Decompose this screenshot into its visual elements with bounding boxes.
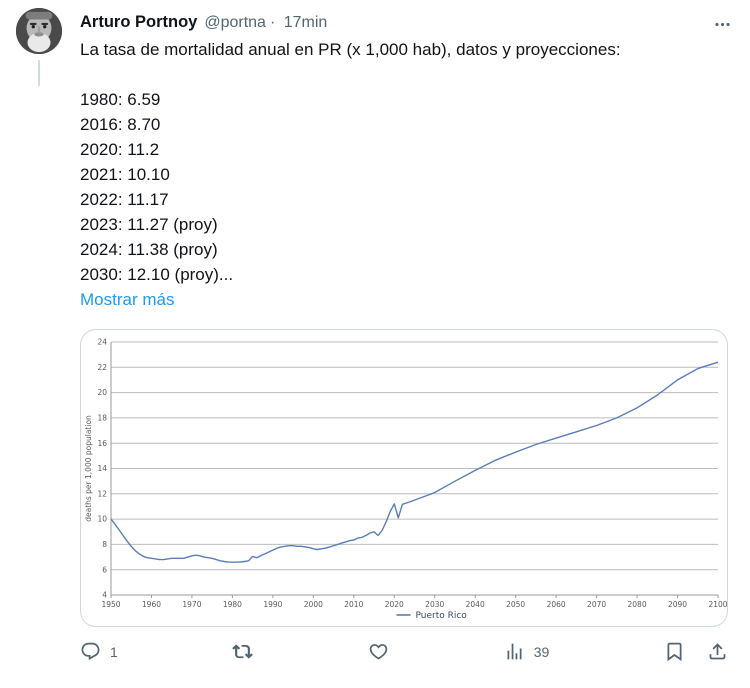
author-handle[interactable]: @portna: [204, 14, 266, 31]
tweet-data-line: 2023: 11.27 (proy): [80, 215, 218, 234]
timestamp[interactable]: 17min: [283, 14, 328, 31]
svg-text:4: 4: [102, 591, 107, 600]
like-icon: [369, 644, 388, 660]
svg-text:2030: 2030: [425, 600, 444, 609]
svg-text:1970: 1970: [182, 600, 201, 609]
views-button[interactable]: 39: [504, 641, 550, 662]
thread-line: [38, 60, 40, 86]
show-more-link[interactable]: Mostrar más: [80, 290, 175, 309]
tweet: Arturo Portnoy @portna · 17min La tasa de…: [16, 8, 730, 662]
svg-text:2100: 2100: [708, 600, 727, 609]
reply-count: 1: [110, 643, 118, 660]
retweet-button[interactable]: [232, 641, 254, 662]
tweet-header: Arturo Portnoy @portna · 17min: [80, 13, 730, 32]
svg-text:2070: 2070: [587, 600, 606, 609]
share-button[interactable]: [707, 641, 728, 662]
tweet-data-line: 2022: 11.17: [80, 190, 169, 209]
reply-icon: [81, 642, 100, 660]
svg-text:18: 18: [97, 414, 107, 423]
svg-text:2060: 2060: [547, 600, 566, 609]
share-icon: [709, 643, 726, 660]
views-count: 39: [533, 643, 550, 660]
svg-text:2000: 2000: [304, 600, 323, 609]
svg-text:2090: 2090: [668, 600, 687, 609]
svg-text:8: 8: [102, 540, 107, 549]
svg-text:16: 16: [97, 439, 107, 448]
svg-text:1960: 1960: [142, 600, 161, 609]
tweet-data-line: 2020: 11.2: [80, 140, 160, 159]
bookmark-button[interactable]: [664, 641, 685, 662]
avatar-image: [16, 8, 62, 54]
tweet-text: La tasa de mortalidad anual en PR (x 1,0…: [80, 37, 730, 312]
bookmark-icon: [667, 642, 682, 662]
tweet-actions: 1 39: [80, 641, 728, 662]
tweet-data-line: 2021: 10.10: [80, 165, 170, 184]
tweet-data-line: 1980: 6.59: [80, 90, 161, 109]
reply-button[interactable]: 1: [80, 641, 118, 662]
svg-text:2020: 2020: [385, 600, 404, 609]
svg-text:14: 14: [97, 464, 107, 473]
more-icon: [715, 22, 730, 27]
tweet-data-lines: 1980: 6.59 2016: 8.70 2020: 11.2 2021: 10.1…: [80, 87, 730, 287]
svg-text:deaths per 1,000 population: deaths per 1,000 population: [84, 415, 93, 522]
tweet-meta: @portna · 17min: [204, 14, 331, 32]
svg-text:12: 12: [97, 489, 107, 498]
svg-text:24: 24: [97, 338, 107, 347]
avatar[interactable]: [16, 8, 62, 54]
svg-text:20: 20: [97, 388, 107, 397]
tweet-data-line: 2024: 11.38 (proy): [80, 240, 218, 259]
more-button[interactable]: [713, 15, 732, 34]
svg-text:1980: 1980: [223, 600, 242, 609]
tweet-intro: La tasa de mortalidad anual en PR (x 1,0…: [80, 40, 621, 59]
author-name[interactable]: Arturo Portnoy: [80, 13, 198, 31]
tweet-media-chart[interactable]: 4 6 8 10 12 14 16 18 20 22 24 1950 1960 1970 1980 1990 2…: [80, 329, 728, 627]
svg-text:10: 10: [97, 515, 107, 524]
svg-text:2040: 2040: [466, 600, 485, 609]
meta-separator: ·: [269, 14, 276, 31]
svg-text:1950: 1950: [101, 600, 120, 609]
svg-text:6: 6: [102, 565, 107, 574]
tweet-data-line: 2016: 8.70: [80, 115, 161, 134]
like-button[interactable]: [368, 641, 389, 662]
retweet-icon: [232, 644, 254, 659]
svg-text:2080: 2080: [628, 600, 647, 609]
svg-text:22: 22: [97, 363, 107, 372]
svg-text:2010: 2010: [344, 600, 363, 609]
views-icon: [507, 643, 522, 660]
svg-text:1990: 1990: [263, 600, 282, 609]
mortality-line-chart: 4 6 8 10 12 14 16 18 20 22 24 1950 1960 1970 1980 1990 2…: [84, 338, 727, 621]
svg-text:Puerto Rico: Puerto Rico: [416, 611, 468, 621]
tweet-data-line: 2030: 12.10 (proy)...: [80, 265, 234, 284]
svg-text:2050: 2050: [506, 600, 525, 609]
